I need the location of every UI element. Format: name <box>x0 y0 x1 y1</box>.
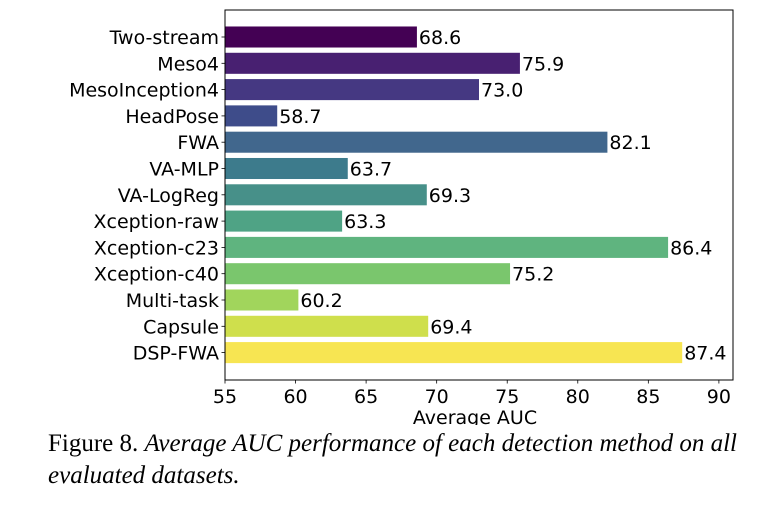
x-tick-label: 85 <box>636 386 660 408</box>
y-ticks-group <box>221 36 225 354</box>
bar-xception-raw <box>225 210 343 232</box>
value-label: 69.3 <box>429 185 471 207</box>
bar-fwa <box>225 131 608 153</box>
bar-meso4 <box>225 52 520 74</box>
value-label: 82.1 <box>609 132 651 154</box>
x-tick-label: 60 <box>283 386 307 408</box>
category-label: MesoInception4 <box>69 80 219 102</box>
value-label: 73.0 <box>481 80 523 102</box>
value-label: 60.2 <box>300 290 342 312</box>
auc-bar-chart: 68.6 75.9 73.0 58.7 82.1 63.7 69.3 63.3 86.4 75.2… <box>69 9 734 425</box>
bar-va-logreg <box>225 184 427 206</box>
value-labels-group: 68.6 75.9 73.0 58.7 82.1 63.7 69.3 63.3 86.4 75.2… <box>279 27 726 365</box>
bar-mesoinception4 <box>225 79 479 101</box>
caption-text: Average AUC performance of each detectio… <box>48 430 737 489</box>
value-label: 68.6 <box>419 27 461 49</box>
category-label: FWA <box>177 132 219 154</box>
x-tick-label: 70 <box>425 386 449 408</box>
category-labels-group: Two-stream Meso4 MesoInception4 HeadPose FWA… <box>69 27 219 365</box>
bar-dsp-fwa <box>225 342 683 364</box>
bar-headpose <box>225 105 278 127</box>
bars-group <box>225 26 683 364</box>
category-label: Capsule <box>143 316 219 338</box>
bar-xception-c40 <box>225 263 511 285</box>
bar-xception-c23 <box>225 236 669 258</box>
category-label: Xception-raw <box>94 211 219 233</box>
category-label: VA-MLP <box>149 159 219 181</box>
x-ticks-group: 55 60 65 70 75 80 85 90 <box>213 380 731 408</box>
value-label: 75.9 <box>522 53 564 75</box>
category-label: Xception-c40 <box>94 264 219 286</box>
value-label: 75.2 <box>512 264 554 286</box>
x-tick-label: 90 <box>707 386 731 408</box>
x-axis-title: Average AUC <box>413 407 537 425</box>
plot-frame <box>224 9 734 381</box>
category-label: VA-LogReg <box>118 185 219 207</box>
bar-multi-task <box>225 289 299 311</box>
value-label: 58.7 <box>279 106 321 128</box>
category-label: Two-stream <box>109 27 219 49</box>
value-label: 63.3 <box>344 211 386 233</box>
value-label: 69.4 <box>430 316 472 338</box>
x-tick-label: 55 <box>213 386 237 408</box>
figure-caption: Figure 8. Average AUC performance of eac… <box>48 428 748 492</box>
category-label: Multi-task <box>126 290 219 312</box>
bar-va-mlp <box>225 157 348 180</box>
category-label: Xception-c23 <box>94 237 219 259</box>
x-tick-label: 75 <box>495 386 519 408</box>
caption-label: Figure 8. <box>48 430 139 457</box>
value-label: 87.4 <box>684 343 726 365</box>
x-tick-label: 65 <box>354 386 378 408</box>
category-label: DSP-FWA <box>133 343 219 365</box>
category-label: HeadPose <box>125 106 219 128</box>
bar-capsule <box>225 315 429 337</box>
category-label: Meso4 <box>157 53 219 75</box>
x-tick-label: 80 <box>566 386 590 408</box>
bar-two-stream <box>225 26 417 48</box>
value-label: 63.7 <box>350 159 392 181</box>
value-label: 86.4 <box>670 237 712 259</box>
